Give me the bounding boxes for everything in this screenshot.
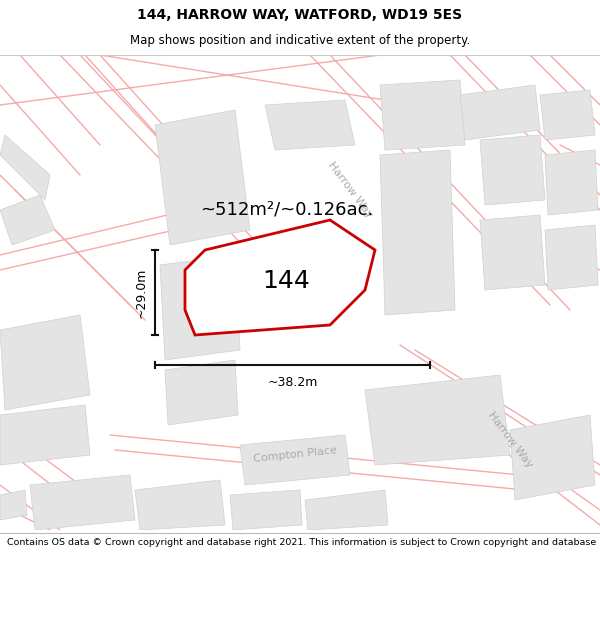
Polygon shape <box>545 225 598 290</box>
Text: Harrow Way: Harrow Way <box>486 410 534 470</box>
Polygon shape <box>545 150 598 215</box>
Text: Contains OS data © Crown copyright and database right 2021. This information is : Contains OS data © Crown copyright and d… <box>7 538 600 547</box>
Polygon shape <box>305 490 388 530</box>
Polygon shape <box>230 490 302 530</box>
Polygon shape <box>0 405 90 465</box>
Text: Map shows position and indicative extent of the property.: Map shows position and indicative extent… <box>130 34 470 47</box>
Polygon shape <box>155 110 250 245</box>
Polygon shape <box>0 135 50 200</box>
Polygon shape <box>460 85 540 140</box>
Polygon shape <box>540 90 595 140</box>
Text: ~512m²/~0.126ac.: ~512m²/~0.126ac. <box>200 201 373 219</box>
Polygon shape <box>365 375 510 465</box>
Polygon shape <box>0 195 55 245</box>
Text: ~29.0m: ~29.0m <box>134 268 148 318</box>
Polygon shape <box>380 150 455 315</box>
Polygon shape <box>265 100 355 150</box>
Polygon shape <box>380 80 465 150</box>
Polygon shape <box>185 220 375 335</box>
Text: 144, HARROW WAY, WATFORD, WD19 5ES: 144, HARROW WAY, WATFORD, WD19 5ES <box>137 8 463 22</box>
Text: ~38.2m: ~38.2m <box>268 376 317 389</box>
Polygon shape <box>0 315 90 410</box>
Polygon shape <box>165 360 238 425</box>
Polygon shape <box>480 215 545 290</box>
Polygon shape <box>160 255 240 360</box>
Polygon shape <box>510 415 595 500</box>
Polygon shape <box>0 490 27 520</box>
Polygon shape <box>480 135 545 205</box>
Polygon shape <box>135 480 225 530</box>
Text: Compton Place: Compton Place <box>253 446 337 464</box>
Polygon shape <box>30 475 135 530</box>
Text: Harrow Way: Harrow Way <box>326 160 374 220</box>
Polygon shape <box>240 435 350 485</box>
Text: 144: 144 <box>262 269 310 293</box>
